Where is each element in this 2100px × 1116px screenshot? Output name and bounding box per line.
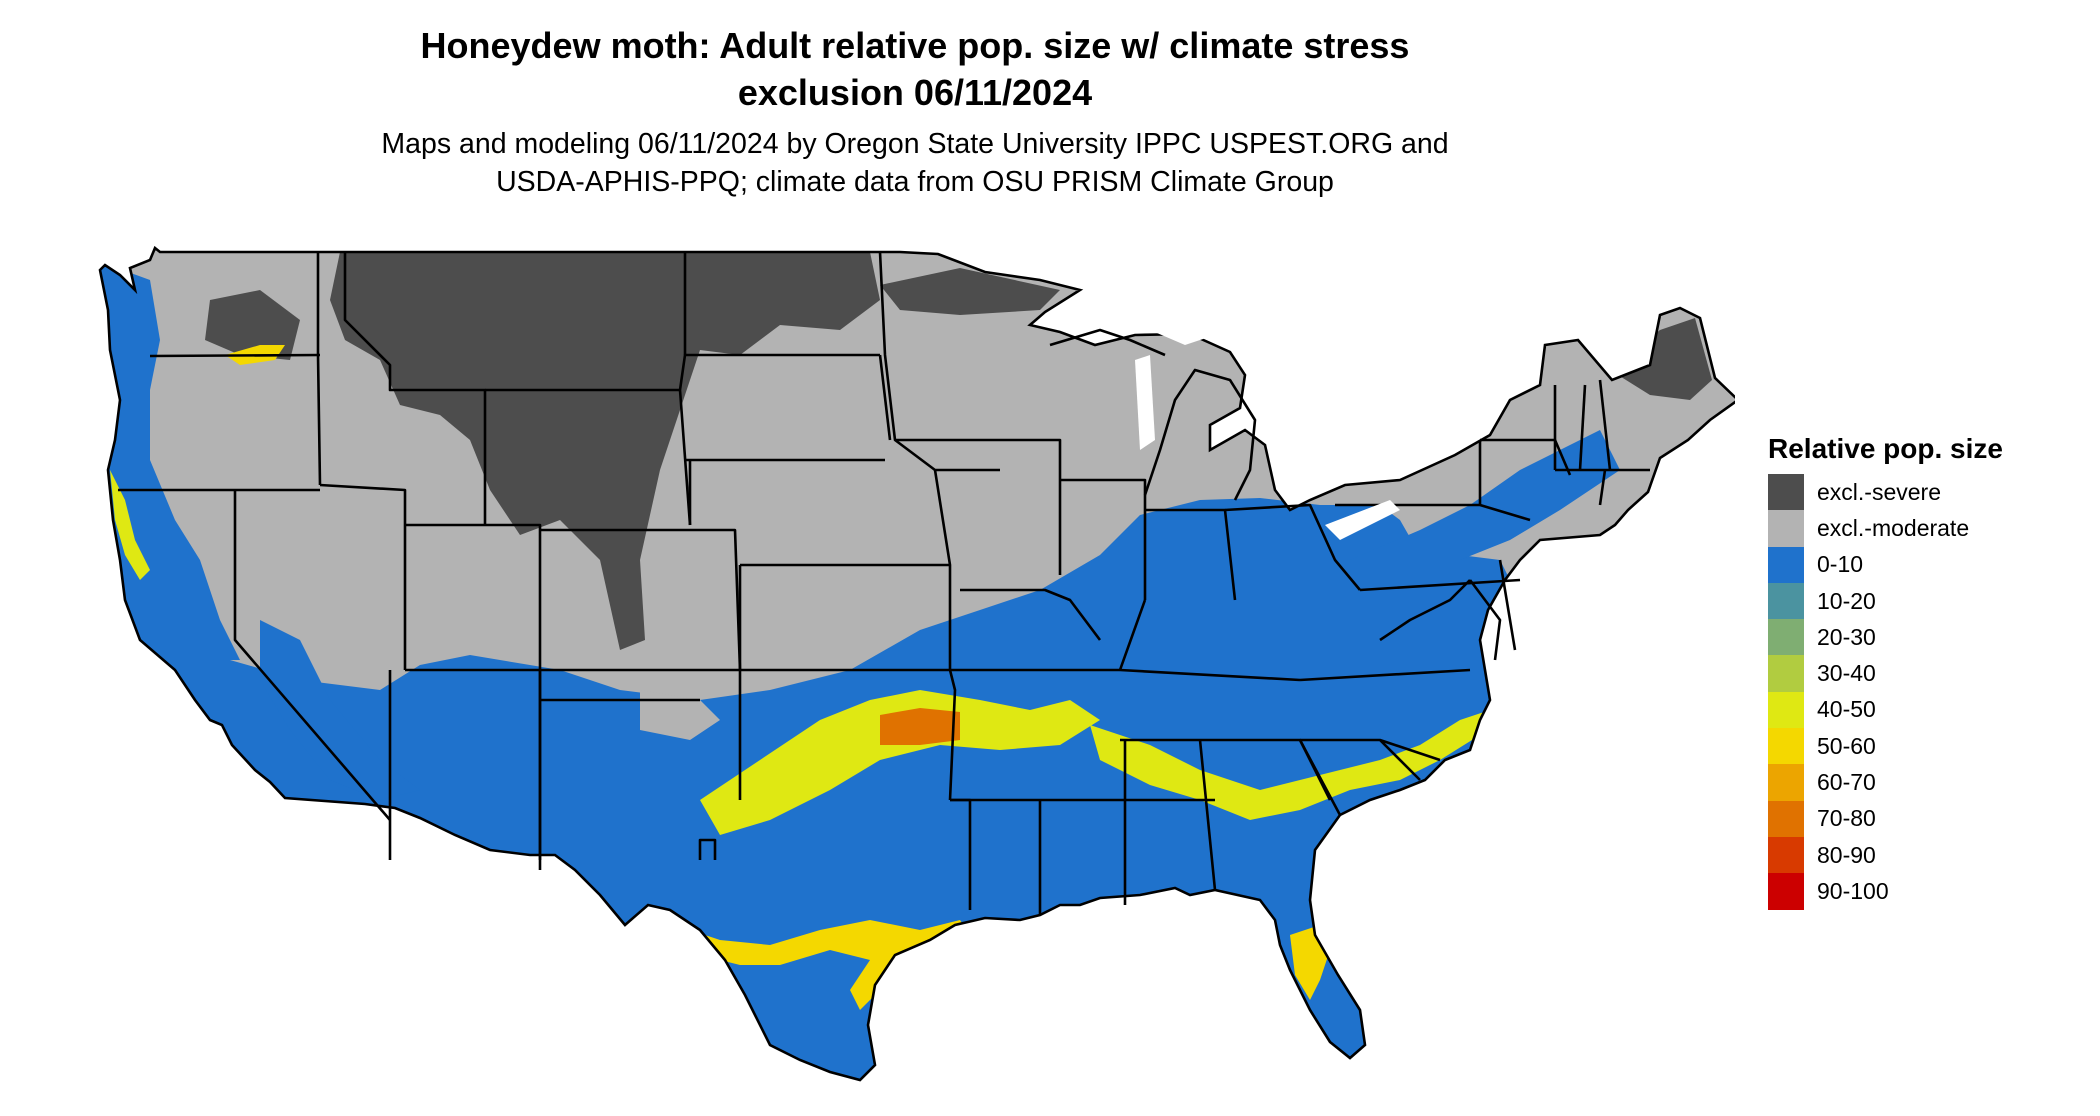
legend-swatch bbox=[1768, 546, 1804, 583]
legend-title: Relative pop. size bbox=[1768, 433, 2003, 464]
legend-label: 40-50 bbox=[1817, 696, 1876, 723]
legend-item: 0-10 bbox=[1768, 546, 2003, 583]
legend-label: 0-10 bbox=[1817, 551, 1864, 578]
legend-label: excl.-moderate bbox=[1817, 514, 1970, 541]
legend-item: 60-70 bbox=[1768, 764, 2003, 801]
title-line-1: Honeydew moth: Adult relative pop. size … bbox=[420, 25, 1410, 66]
great-lakes bbox=[1135, 320, 1400, 540]
legend-swatch bbox=[1768, 582, 1804, 620]
excl-severe-northeast bbox=[1610, 318, 1712, 400]
map-title: Honeydew moth: Adult relative pop. size … bbox=[0, 22, 1830, 116]
legend-item: excl.-moderate bbox=[1768, 510, 2003, 547]
legend-item: 20-30 bbox=[1768, 619, 2003, 656]
band-california bbox=[110, 470, 150, 580]
legend-item: 90-100 bbox=[1768, 873, 2003, 910]
subtitle-line-1: Maps and modeling 06/11/2024 by Oregon S… bbox=[381, 128, 1449, 160]
legend-label: 70-80 bbox=[1817, 805, 1876, 832]
legend-item: 30-40 bbox=[1768, 655, 2003, 692]
legend-label: 80-90 bbox=[1817, 841, 1876, 868]
legend-label: 50-60 bbox=[1817, 732, 1876, 759]
title-line-2: exclusion 06/11/2024 bbox=[737, 72, 1093, 113]
excl-severe-north bbox=[330, 252, 880, 650]
legend-swatch bbox=[1768, 764, 1804, 801]
legend-item: excl.-severe bbox=[1768, 474, 2003, 511]
low-midatlantic bbox=[1350, 430, 1620, 560]
legend-swatch bbox=[1768, 800, 1804, 837]
subtitle-line-2: USDA-APHIS-PPQ; climate data from OSU PR… bbox=[496, 166, 1334, 198]
map-legend: Relative pop. size excl.-severe excl.-mod… bbox=[1768, 432, 2003, 910]
legend-swatch bbox=[1768, 655, 1804, 692]
legend-swatch bbox=[1768, 728, 1804, 765]
legend-item: 80-90 bbox=[1768, 836, 2003, 874]
legend-label: excl.-severe bbox=[1817, 478, 1941, 505]
legend-label: 90-100 bbox=[1817, 877, 1889, 904]
legend-label: 10-20 bbox=[1817, 587, 1876, 614]
band-oklahoma-core bbox=[880, 708, 960, 745]
band-oklahoma bbox=[700, 690, 1100, 835]
legend-item: 50-60 bbox=[1768, 728, 2003, 765]
legend-swatch bbox=[1768, 836, 1804, 874]
legend-label: 60-70 bbox=[1817, 769, 1876, 796]
legend-swatch bbox=[1768, 873, 1804, 910]
low-socal-strip bbox=[260, 620, 420, 800]
legend-swatch bbox=[1768, 474, 1804, 511]
legend-item: 70-80 bbox=[1768, 800, 2003, 837]
excl-severe-pnw bbox=[205, 290, 300, 360]
legend-label: 30-40 bbox=[1817, 660, 1876, 687]
legend-items: excl.-severe excl.-moderate 0-10 10-20 20-30… bbox=[1768, 474, 2003, 910]
legend-item: 40-50 bbox=[1768, 691, 2003, 729]
us-map bbox=[98, 246, 1735, 1082]
excl-moderate-texas-panhandle bbox=[640, 690, 720, 740]
legend-item: 10-20 bbox=[1768, 582, 2003, 620]
band-southeast bbox=[1090, 710, 1490, 820]
legend-swatch bbox=[1768, 691, 1804, 729]
state-borders bbox=[118, 251, 1650, 915]
legend-swatch bbox=[1768, 510, 1804, 547]
excl-severe-northwoods bbox=[880, 268, 1060, 315]
legend-swatch bbox=[1768, 619, 1804, 656]
map-subtitle: Maps and modeling 06/11/2024 by Oregon S… bbox=[0, 125, 1830, 201]
legend-label: 20-30 bbox=[1817, 623, 1876, 650]
band-gulf-coast bbox=[690, 920, 970, 1010]
